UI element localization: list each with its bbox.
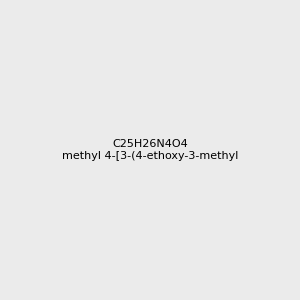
Text: C25H26N4O4
methyl 4-[3-(4-ethoxy-3-methyl: C25H26N4O4 methyl 4-[3-(4-ethoxy-3-methy… xyxy=(62,139,238,161)
